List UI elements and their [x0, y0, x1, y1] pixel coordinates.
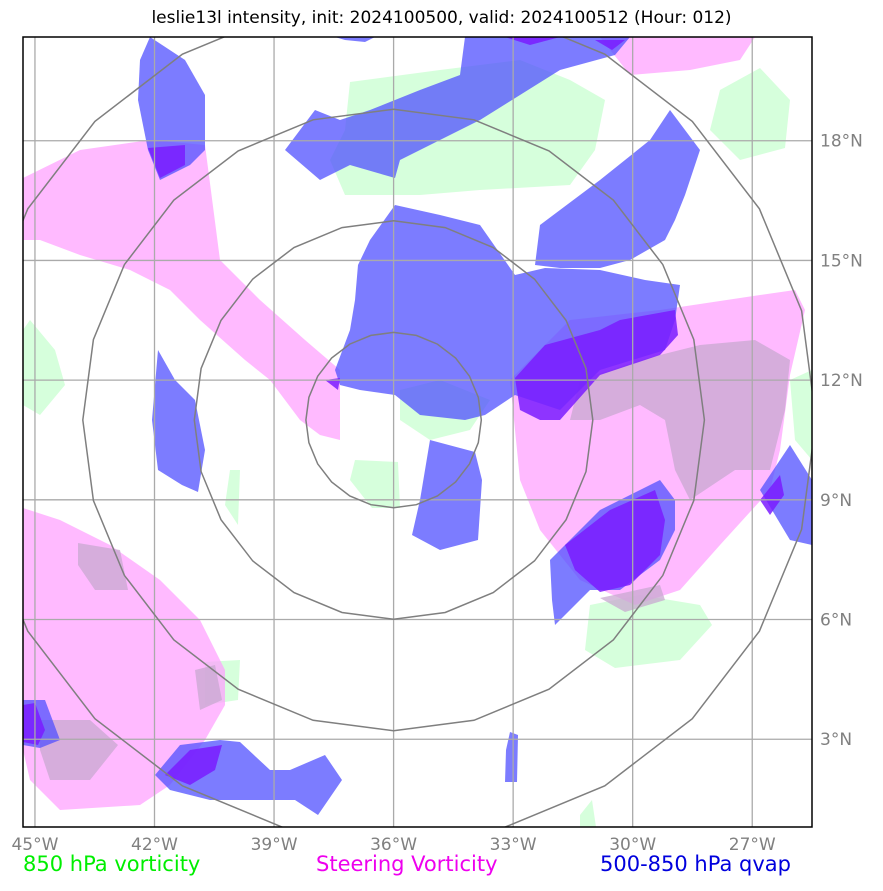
lon-tick-labels: 45°W 42°W 39°W 36°W 33°W 30°W 27°W [11, 835, 775, 855]
map-frame [22, 36, 813, 828]
range-ring [82, 108, 706, 732]
qvap-region [412, 440, 482, 550]
vort850-region [790, 370, 812, 460]
purple-region [165, 745, 222, 785]
lon-tick-label: 30°W [609, 835, 656, 855]
lat-tick-label: 3°N [820, 730, 852, 750]
purple-region [515, 310, 678, 420]
gridlines [23, 37, 812, 827]
steering-region [23, 140, 340, 440]
vort850-region [580, 800, 596, 827]
purple-region [148, 145, 185, 178]
lat-tick-label: 18°N [820, 132, 863, 152]
purple-region [595, 40, 625, 50]
vort850-region [23, 320, 65, 415]
lon-tick-label: 39°W [251, 835, 298, 855]
qvap-steering-overlap [23, 37, 784, 785]
overlap-region [40, 720, 118, 780]
range-ring [23, 37, 812, 827]
range-ring [305, 331, 483, 509]
lat-tick-label: 6°N [820, 611, 852, 631]
chart-title: leslie13l intensity, init: 2024100500, v… [151, 8, 732, 28]
qvap-region [335, 37, 375, 42]
range-rings [23, 37, 812, 827]
overlap-region [195, 665, 222, 710]
lat-tick-label: 15°N [820, 251, 863, 271]
qvap-region [152, 350, 205, 492]
purple-region [565, 490, 665, 592]
qvap-region [760, 445, 812, 545]
qvap-region [505, 732, 518, 782]
range-ring [193, 220, 594, 621]
lon-tick-label: 33°W [490, 835, 537, 855]
vort850-region [585, 595, 712, 668]
vort850-region [350, 460, 400, 508]
qvap-region [285, 37, 630, 180]
lat-tick-label: 9°N [820, 491, 852, 511]
steering-region [600, 37, 755, 75]
lon-tick-label: 42°W [131, 835, 178, 855]
purple-region [505, 37, 560, 45]
vort850-region [710, 68, 790, 160]
lon-tick-label: 36°W [370, 835, 417, 855]
lon-tick-label: 27°W [729, 835, 776, 855]
legend-vort850: 850 hPa vorticity [23, 852, 201, 876]
purple-region [23, 703, 45, 745]
lat-tick-label: 12°N [820, 371, 863, 391]
purple-region [760, 475, 784, 515]
lon-tick-label: 45°W [11, 835, 58, 855]
qvap-region [535, 110, 700, 268]
legend-qvap: 500-850 hPa qvap [600, 852, 791, 876]
lat-tick-labels: 3°N 6°N 9°N 12°N 15°N 18°N [820, 132, 863, 750]
legend-steering: Steering Vorticity [316, 852, 498, 876]
vort850-region [225, 470, 240, 525]
purple-region [325, 378, 340, 390]
